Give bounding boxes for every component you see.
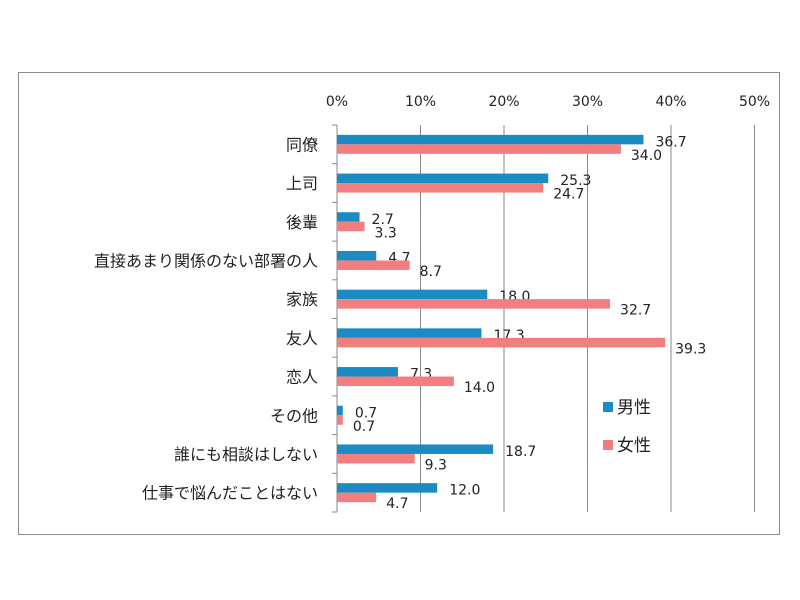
data-label: 3.3 (375, 225, 397, 241)
legend-swatch (603, 402, 613, 412)
category-label: 恋人 (286, 368, 318, 387)
category-label: 誰にも相談はしない (174, 445, 318, 464)
bar-male (337, 250, 377, 261)
data-label: 4.7 (386, 496, 408, 512)
data-label: 8.7 (420, 264, 442, 280)
bar-male (337, 405, 343, 416)
data-label: 39.3 (675, 341, 706, 357)
bar-male (337, 328, 482, 338)
bar-female (337, 299, 611, 309)
data-label: 34.0 (631, 148, 662, 164)
legend-swatch (603, 440, 613, 450)
legend-label: 男性 (617, 398, 651, 418)
bar-female (337, 144, 621, 154)
x-tick-label: 0% (326, 94, 348, 110)
bar-female (337, 337, 666, 348)
data-label: 24.7 (553, 187, 584, 203)
data-label: 12.0 (449, 483, 480, 499)
chart-frame (18, 72, 780, 535)
category-label: 仕事で悩んだことはない (142, 484, 318, 503)
data-label: 9.3 (425, 457, 447, 473)
data-label: 32.7 (620, 303, 651, 319)
x-tick-label: 20% (488, 94, 519, 110)
data-label: 14.0 (464, 380, 495, 396)
data-label: 2.7 (372, 212, 394, 228)
category-label: 同僚 (286, 135, 318, 154)
bar-female (337, 376, 454, 387)
category-label: 直接あまり関係のない部署の人 (94, 251, 318, 270)
category-label: 上司 (286, 174, 318, 193)
bar-female (337, 415, 343, 425)
bar-female (337, 221, 365, 232)
x-tick-label: 10% (405, 94, 436, 110)
bar-male (337, 212, 360, 222)
data-label: 25.3 (560, 173, 591, 189)
bar-female (337, 183, 544, 193)
bar-male (337, 444, 494, 454)
bar-male (337, 289, 488, 300)
category-label: 後輩 (286, 213, 318, 232)
category-label: 家族 (286, 290, 318, 309)
category-label: 友人 (286, 329, 318, 348)
bar-male (337, 367, 398, 377)
data-label: 18.7 (505, 444, 536, 460)
bar-female (337, 260, 410, 270)
x-tick-label: 30% (572, 94, 603, 110)
data-label: 36.7 (655, 134, 686, 150)
legend-label: 女性 (617, 436, 651, 456)
bar-female (337, 453, 415, 464)
data-label: 0.7 (353, 419, 375, 435)
category-label: その他 (270, 406, 318, 425)
bar-male (337, 483, 438, 493)
bar-female (337, 492, 377, 503)
x-tick-label: 50% (739, 94, 770, 110)
x-tick-label: 40% (655, 94, 686, 110)
bar-male (337, 134, 644, 145)
bar-male (337, 173, 549, 184)
data-label: 0.7 (355, 405, 377, 421)
